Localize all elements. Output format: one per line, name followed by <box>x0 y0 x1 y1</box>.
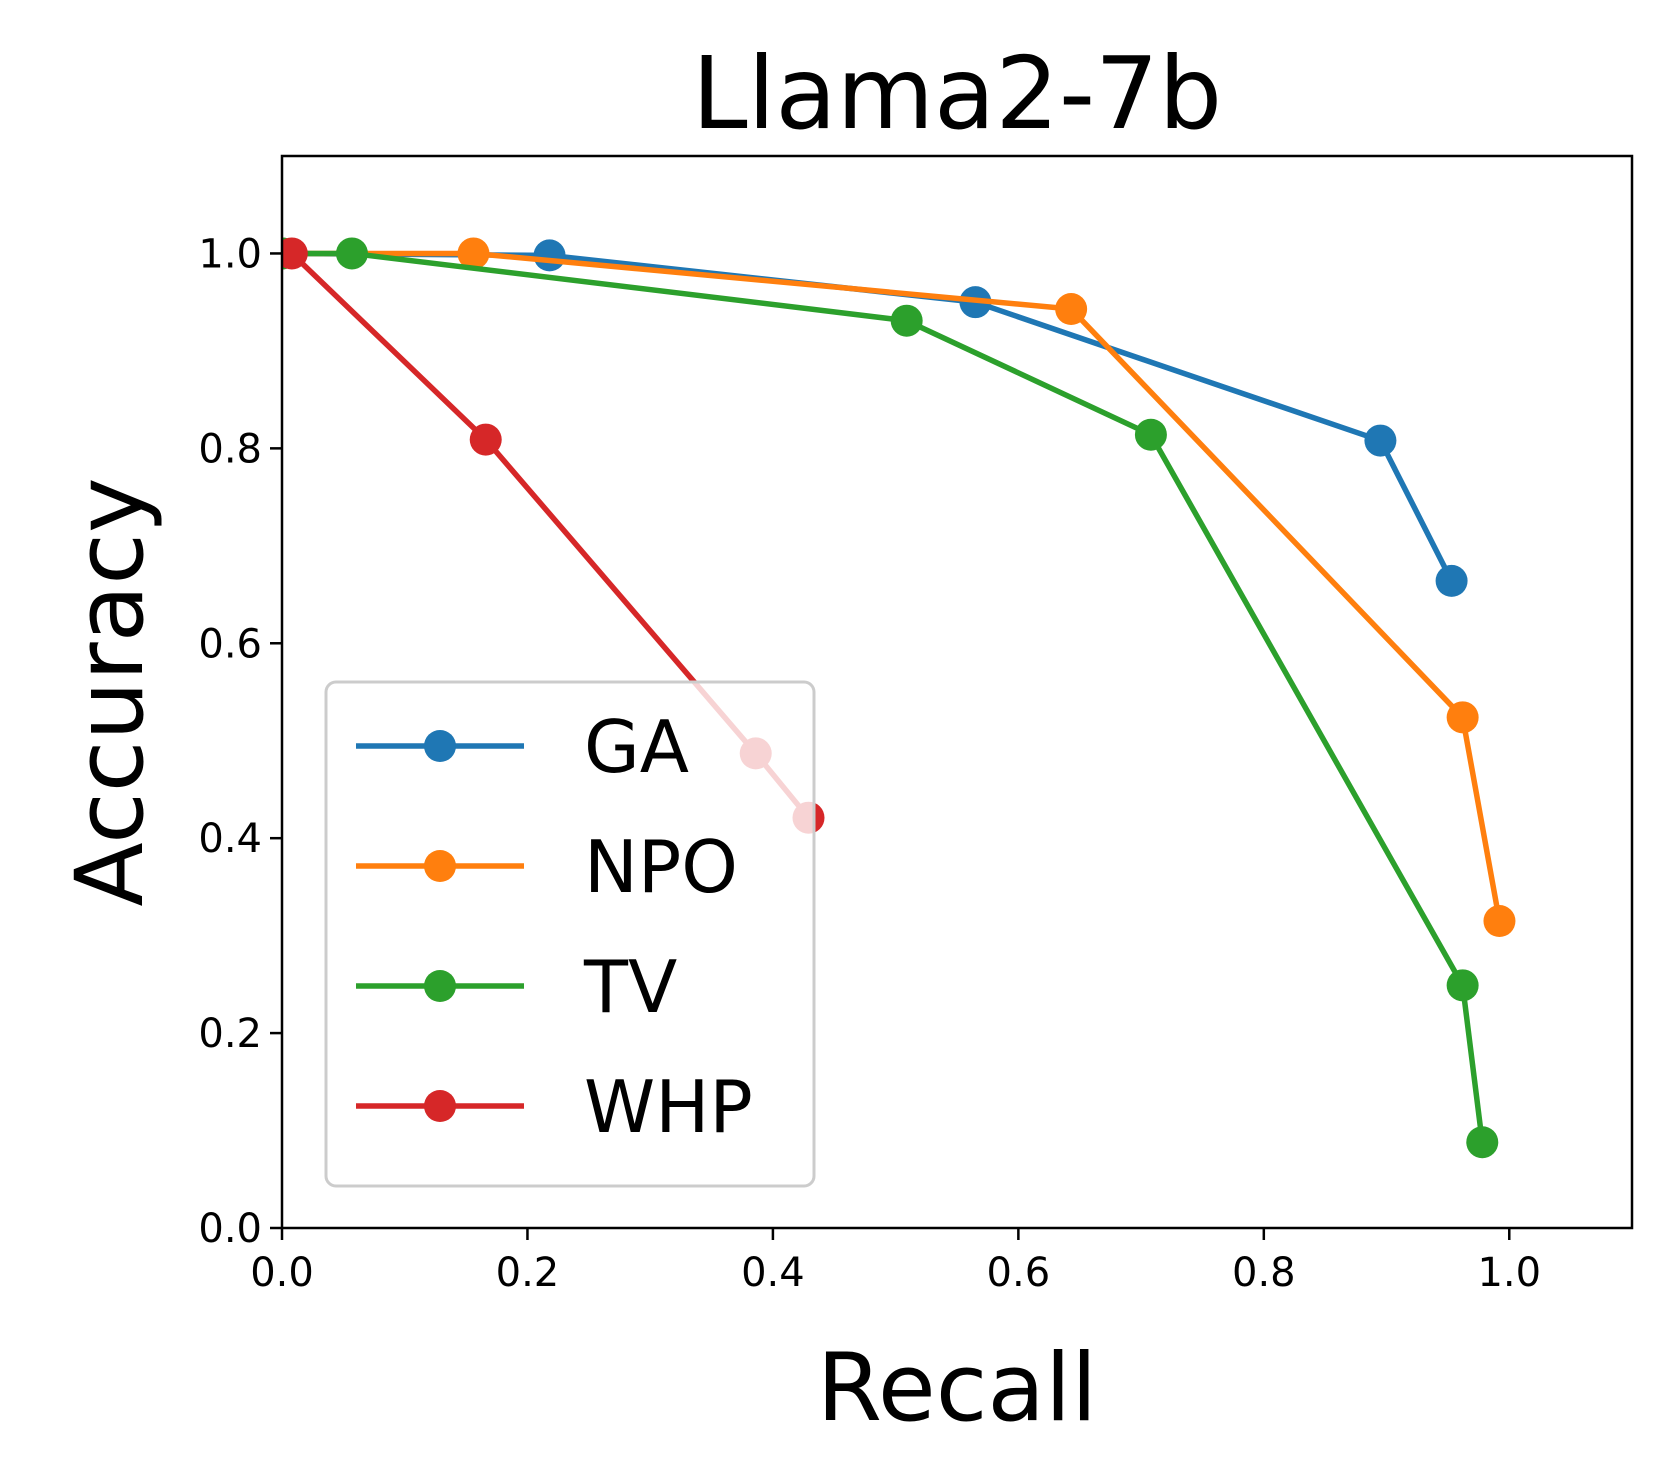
y-tick-label: 0.2 <box>198 1011 262 1057</box>
legend-entry-tv: TV <box>356 945 677 1029</box>
legend-box <box>324 680 816 1188</box>
legend-entry-npo: NPO <box>356 825 738 909</box>
data-point-ga <box>1364 424 1397 457</box>
legend-label: WHP <box>584 1065 753 1149</box>
legend-marker <box>424 1090 456 1122</box>
legend-entry-ga: GA <box>356 705 689 789</box>
x-tick-label: 0.4 <box>741 1250 805 1296</box>
x-tick-label: 0.0 <box>250 1250 314 1296</box>
legend-label: GA <box>584 705 689 789</box>
data-point-ga <box>533 239 566 272</box>
legend-marker <box>424 970 456 1002</box>
data-point-tv <box>1446 969 1479 1002</box>
legend-marker <box>424 850 456 882</box>
x-tick-label: 0.2 <box>496 1250 560 1296</box>
chart-title: Llama2-7b <box>692 35 1222 152</box>
data-point-whp <box>282 237 308 270</box>
legend-label: NPO <box>584 825 738 909</box>
data-point-npo <box>1446 701 1479 734</box>
data-point-tv <box>1466 1126 1499 1159</box>
legend-marker <box>424 730 456 762</box>
data-point-tv <box>890 304 923 337</box>
axes: 0.0 0.2 0.4 0.6 0.8 1.0 0.0 0.2 0.4 0.6 0.8 1.0 <box>198 154 1634 1296</box>
x-tick-label: 0.6 <box>987 1250 1051 1296</box>
y-tick-label: 0.4 <box>198 816 262 862</box>
data-point-whp <box>469 423 502 456</box>
y-tick-label: 1.0 <box>198 231 262 277</box>
data-point-ga <box>1435 564 1468 597</box>
axes-frame <box>280 154 1634 1230</box>
y-tick-label: 0.0 <box>198 1206 262 1252</box>
data-point-npo <box>1483 905 1516 938</box>
series-line-ga <box>282 250 1456 585</box>
series-tv <box>282 237 1499 1159</box>
data-point-tv <box>335 237 368 270</box>
y-tick-label: 0.8 <box>198 426 262 472</box>
data-point-npo <box>1055 293 1088 326</box>
legend-entry-whp: WHP <box>356 1065 753 1149</box>
x-axis-title: Recall <box>817 1334 1097 1443</box>
x-tick-label: 1.0 <box>1477 1250 1541 1296</box>
data-point-tv <box>1134 418 1167 451</box>
y-tick-label: 0.6 <box>198 621 262 667</box>
x-tick-label: 0.8 <box>1232 1250 1296 1296</box>
y-axis-title: Accuracy <box>56 477 165 906</box>
data-point-npo <box>457 237 490 270</box>
legend: GA NPO TV WHP <box>324 680 816 1188</box>
legend-label: TV <box>583 945 677 1029</box>
